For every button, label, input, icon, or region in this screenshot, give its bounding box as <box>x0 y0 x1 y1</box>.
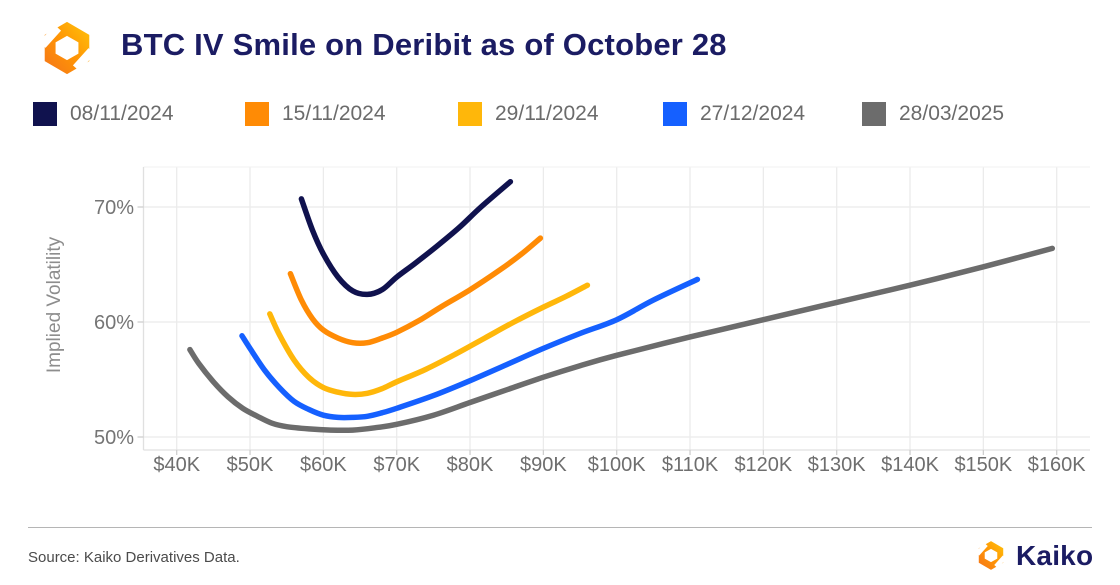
legend-swatch <box>663 102 687 126</box>
footer-brand: Kaiko <box>974 538 1093 573</box>
x-tick-label: $90K <box>520 454 567 476</box>
series-line-08-11-2024 <box>298 178 514 298</box>
series-line-15-11-2024 <box>287 235 544 347</box>
legend-swatch <box>862 102 886 126</box>
kaiko-logo-icon <box>39 21 95 75</box>
x-tick-label: $150K <box>954 454 1012 476</box>
y-axis-title: Implied Volatility <box>44 236 65 374</box>
y-tick-label: 70% <box>94 197 134 219</box>
legend-swatch <box>33 102 57 126</box>
legend-swatch <box>245 102 269 126</box>
series-line-27-12-2024 <box>239 276 701 421</box>
kaiko-wordmark: Kaiko <box>1016 539 1094 571</box>
legend-item-15-11-2024[interactable]: 15/11/2024 <box>245 102 386 126</box>
legend-item-08-11-2024[interactable]: 08/11/2024 <box>33 102 174 126</box>
series-line-28-03-2025 <box>187 245 1056 434</box>
legend-label: 08/11/2024 <box>70 102 174 125</box>
x-tick-label: $60K <box>300 454 347 476</box>
x-tick-label: $70K <box>373 454 420 476</box>
x-tick-label: $130K <box>808 454 866 476</box>
source-text: Source: Kaiko Derivatives Data. <box>28 549 240 566</box>
x-tick-label: $40K <box>153 454 200 476</box>
legend-label: 27/12/2024 <box>700 102 806 125</box>
x-tick-label: $110K <box>662 454 719 476</box>
x-tick-label: $50K <box>227 454 274 476</box>
x-tick-label: $140K <box>881 454 939 476</box>
legend-item-29-11-2024[interactable]: 29/11/2024 <box>458 102 599 126</box>
legend-item-27-12-2024[interactable]: 27/12/2024 <box>663 102 805 126</box>
y-tick-label: 60% <box>94 312 134 334</box>
kaiko-footer-logo-icon <box>975 541 1007 570</box>
legend-label: 28/03/2025 <box>899 102 1005 125</box>
x-tick-label: $80K <box>447 454 494 476</box>
chart-title: BTC IV Smile on Deribit as of October 28 <box>121 27 727 62</box>
legend-label: 15/11/2024 <box>282 102 386 125</box>
x-tick-label: $100K <box>588 454 646 476</box>
y-tick-label: 50% <box>94 427 134 449</box>
legend-item-28-03-2025[interactable]: 28/03/2025 <box>862 102 1004 126</box>
legend-label: 29/11/2024 <box>495 102 599 125</box>
legend-swatch <box>458 102 482 126</box>
series-line-29-11-2024 <box>267 282 591 398</box>
footer-divider <box>28 527 1092 528</box>
x-tick-label: $160K <box>1028 454 1086 476</box>
x-tick-label: $120K <box>734 454 792 476</box>
